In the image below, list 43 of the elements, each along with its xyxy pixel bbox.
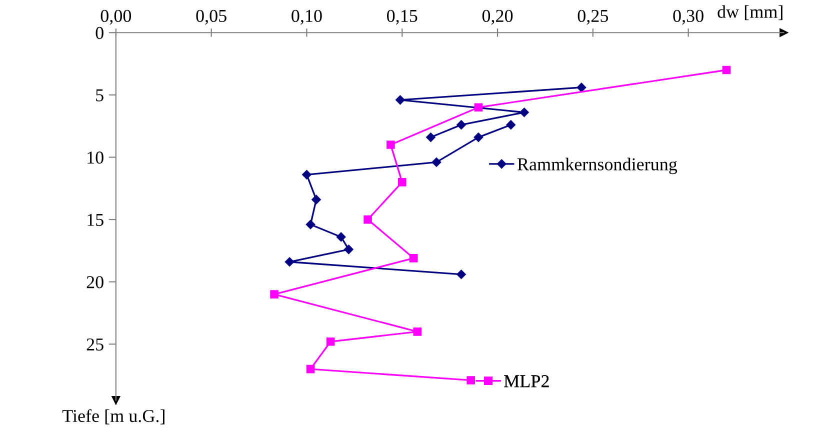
point [270,290,278,298]
point [426,132,436,142]
x-axis-title: dw [mm] [718,5,782,20]
point [456,120,466,130]
point [576,82,586,92]
point [398,178,406,186]
y-tick-label: 10 [88,151,104,164]
x-tick-label: 0,20 [482,10,513,25]
point [386,140,395,149]
point [474,132,484,142]
y-tick-label: 15 [88,214,104,226]
y-tick-label: 0 [96,26,104,40]
point [413,328,422,336]
point [396,95,405,105]
x-tick-label: 0,05 [196,10,226,25]
y-axis-title: Tiefe [m u.G.] [62,409,164,424]
y-tick-label: 25 [86,338,104,351]
point [466,376,475,384]
point [326,337,335,346]
point [520,108,529,117]
point [284,257,294,267]
point [474,103,483,112]
point [432,158,442,167]
point [506,120,516,130]
point [344,244,354,254]
x-tick-label: 0,25 [578,10,608,25]
point [456,270,466,279]
point [409,254,418,262]
point [306,364,315,374]
x-tick-label: 0,10 [292,10,322,25]
point [364,215,372,224]
x-tick-label: 0,30 [673,10,704,25]
point [302,170,312,180]
legend-label: MLP2 [504,375,549,388]
y-tick-label: 5 [96,89,104,102]
x-tick-label: 0,15 [387,10,418,25]
x-tick-label: 0,00 [100,10,132,25]
point [306,220,316,230]
point [312,194,321,204]
y-tick-label: 20 [86,276,104,288]
legend-label: Rammkernsondierung [517,158,678,174]
point [722,66,731,74]
point [336,232,346,242]
